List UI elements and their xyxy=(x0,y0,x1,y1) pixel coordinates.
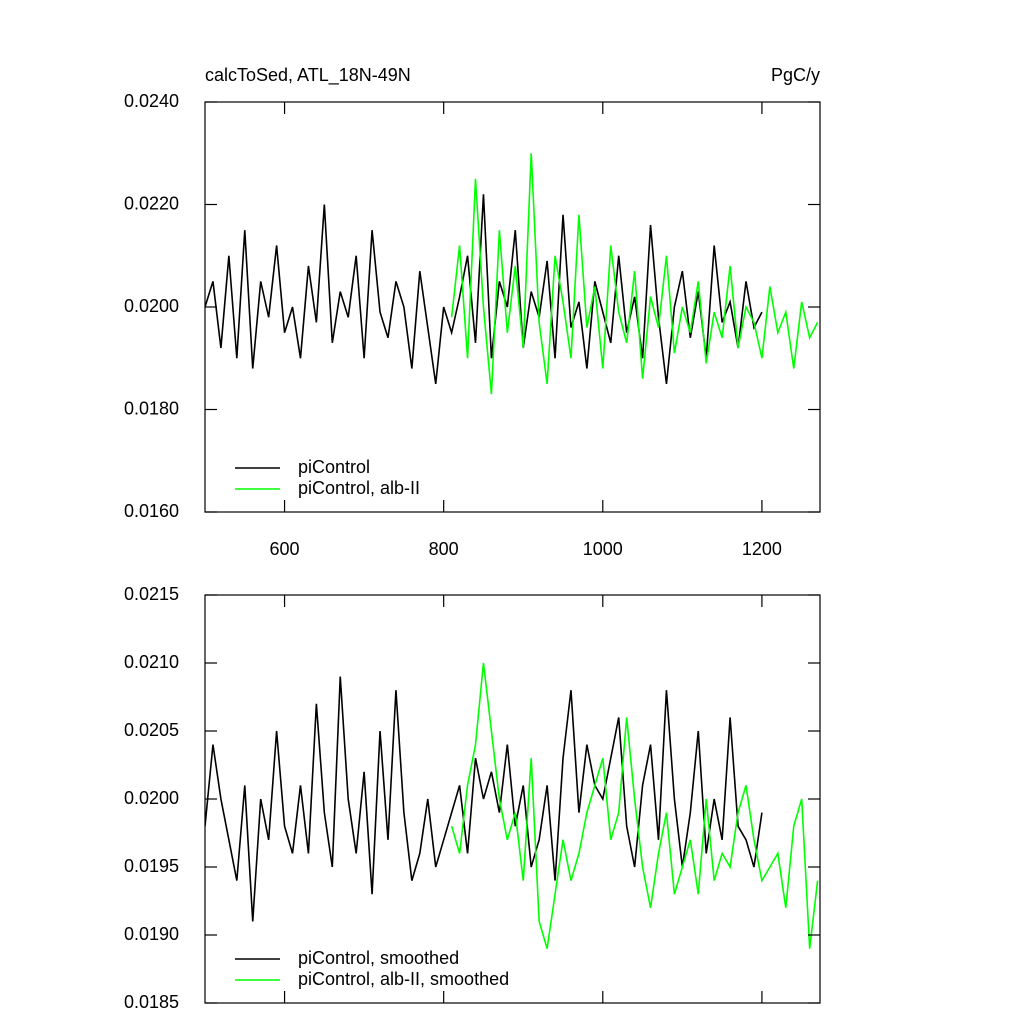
legend-label: piControl, smoothed xyxy=(298,948,459,968)
y-tick-label: 0.0160 xyxy=(124,501,179,521)
data-line xyxy=(205,676,763,922)
units-label: PgC/y xyxy=(771,65,820,85)
x-tick-label: 600 xyxy=(270,539,300,559)
x-tick-label: 1000 xyxy=(583,539,623,559)
y-tick-label: 0.0200 xyxy=(124,296,179,316)
y-tick-label: 0.0180 xyxy=(124,398,179,418)
y-tick-label: 0.0205 xyxy=(124,720,179,740)
legend-label: piControl, alb-II xyxy=(298,478,420,498)
y-tick-label: 0.0185 xyxy=(124,992,179,1012)
chart-title: calcToSed, ATL_18N-49N xyxy=(205,65,411,86)
data-line xyxy=(450,153,819,395)
data-line xyxy=(450,662,819,949)
y-tick-label: 0.0200 xyxy=(124,788,179,808)
legend-label: piControl, alb-II, smoothed xyxy=(298,969,509,989)
y-tick-label: 0.0220 xyxy=(124,193,179,213)
y-tick-label: 0.0215 xyxy=(124,584,179,604)
x-tick-label: 800 xyxy=(429,539,459,559)
data-line xyxy=(205,194,763,384)
y-tick-label: 0.0190 xyxy=(124,924,179,944)
y-tick-label: 0.0210 xyxy=(124,652,179,672)
y-tick-label: 0.0195 xyxy=(124,856,179,876)
x-tick-label: 1200 xyxy=(742,539,782,559)
y-tick-label: 0.0240 xyxy=(124,91,179,111)
legend-label: piControl xyxy=(298,457,370,477)
